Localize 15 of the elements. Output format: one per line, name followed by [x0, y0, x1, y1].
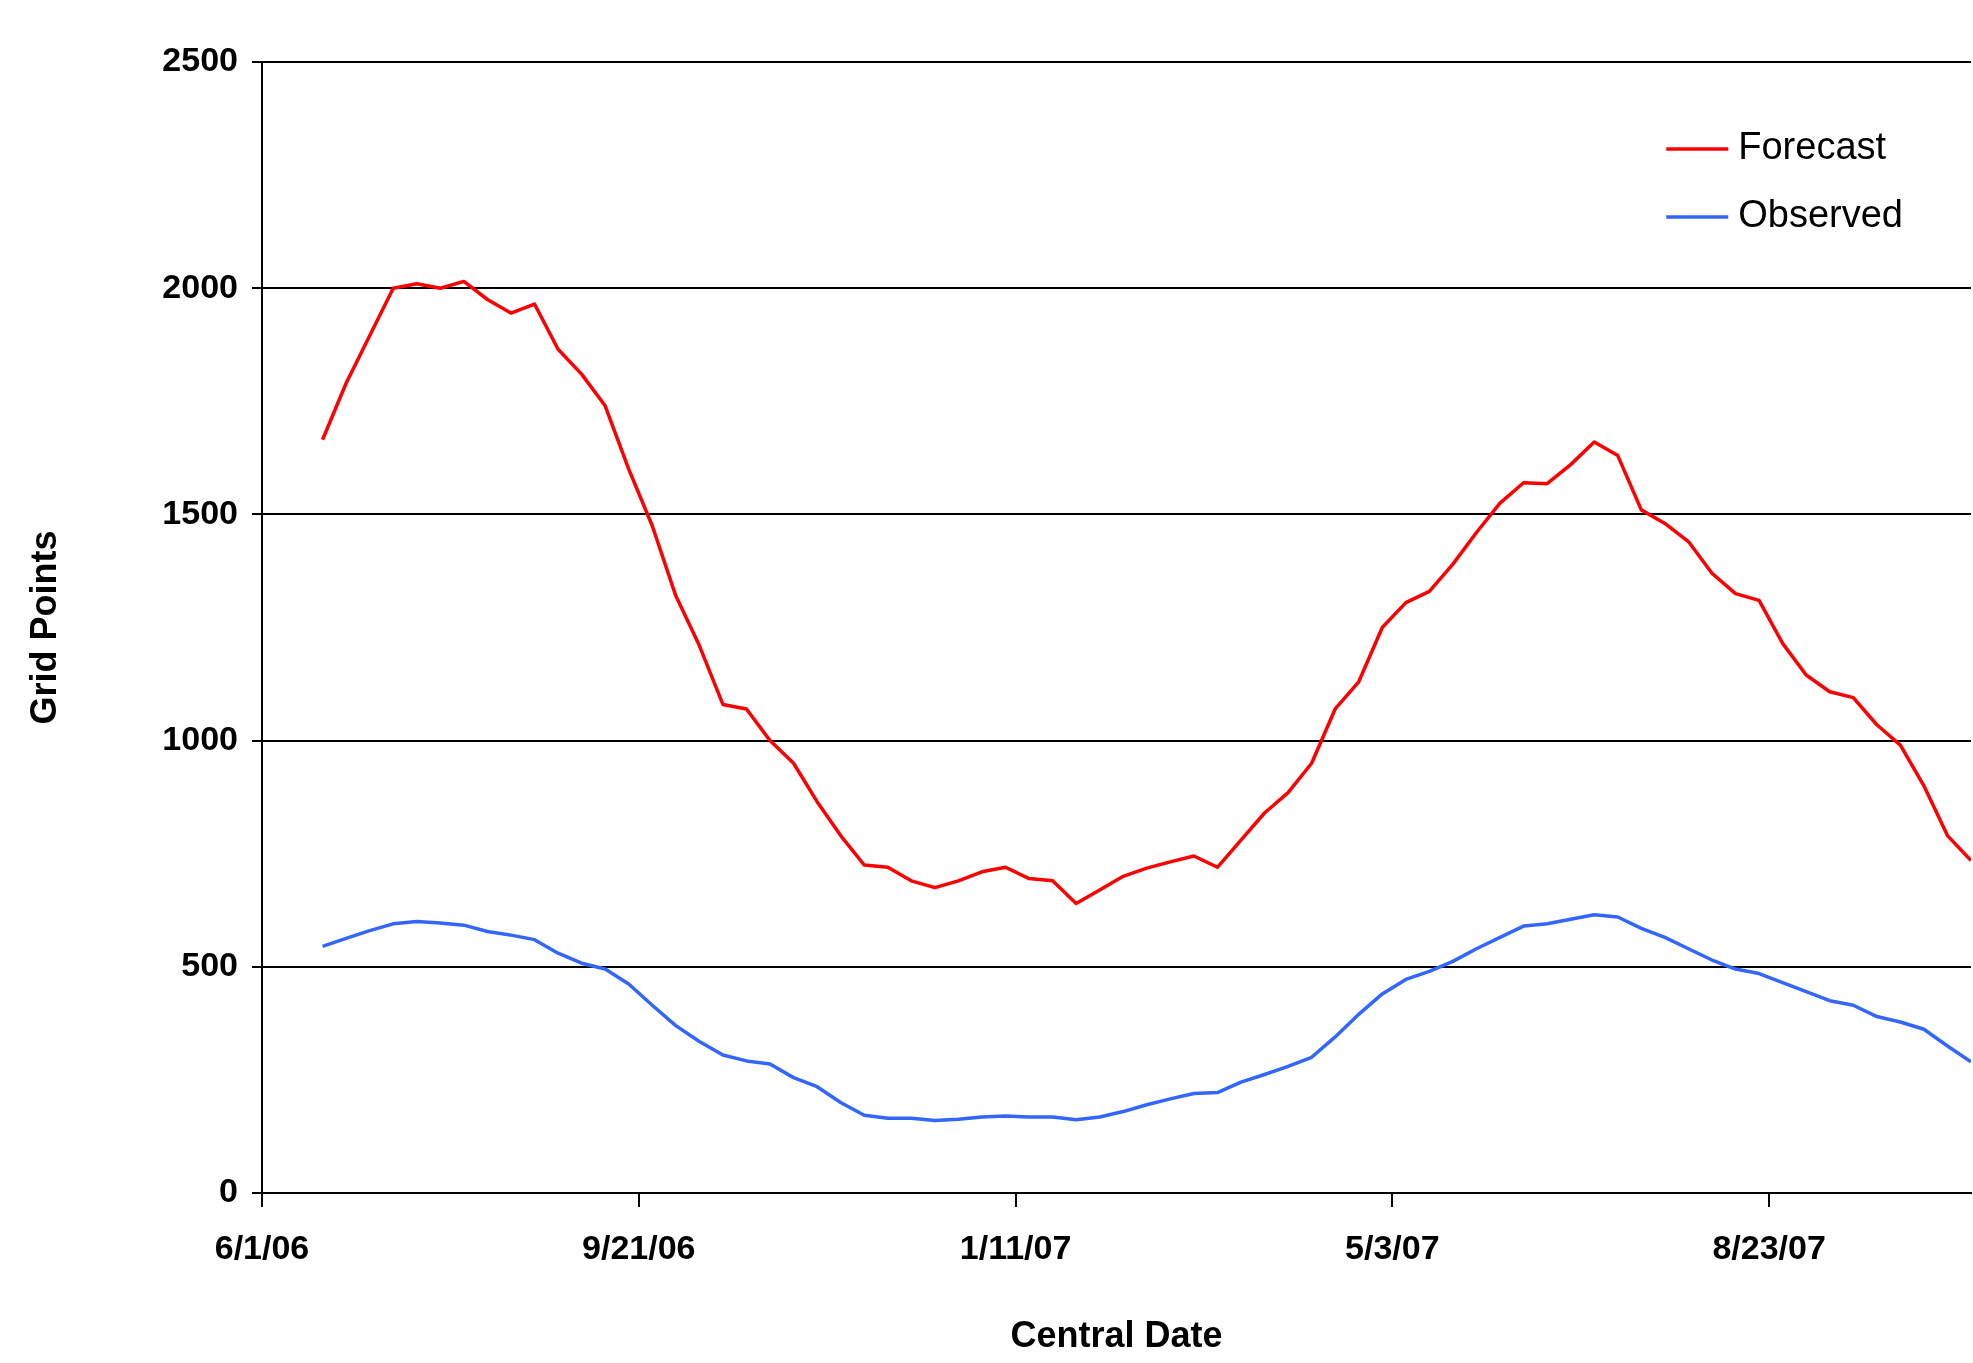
y-tick-label: 500	[181, 945, 238, 984]
x-axis-title: Central Date	[1010, 1314, 1223, 1356]
x-tick-label: 6/1/06	[214, 1227, 310, 1266]
y-axis-title: Grid Points	[22, 530, 64, 725]
y-tick-label: 2500	[162, 40, 238, 79]
x-tick-label: 9/21/06	[582, 1227, 696, 1266]
y-tick-label: 0	[219, 1171, 238, 1210]
x-tick-label: 8/23/07	[1712, 1227, 1826, 1266]
x-tick-label: 1/11/07	[959, 1227, 1072, 1266]
x-tick-label: 5/3/07	[1345, 1227, 1440, 1266]
y-tick-label: 1500	[162, 492, 238, 531]
legend-label: Observed	[1738, 193, 1903, 236]
legend-label: Forecast	[1738, 125, 1887, 168]
y-tick-label: 1000	[162, 718, 238, 757]
y-tick-label: 2000	[162, 266, 238, 305]
